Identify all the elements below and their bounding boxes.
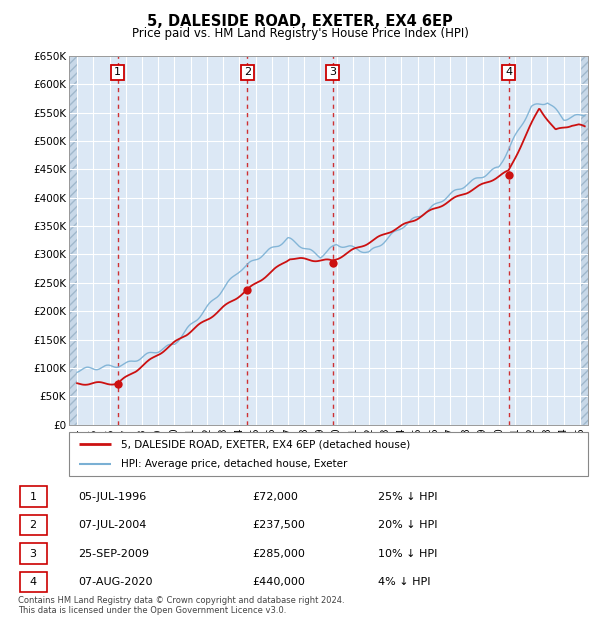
Text: 3: 3 (29, 549, 37, 559)
FancyBboxPatch shape (19, 515, 47, 536)
Text: 25-SEP-2009: 25-SEP-2009 (78, 549, 149, 559)
Text: HPI: Average price, detached house, Exeter: HPI: Average price, detached house, Exet… (121, 459, 347, 469)
Text: £440,000: £440,000 (252, 577, 305, 587)
Text: 07-JUL-2004: 07-JUL-2004 (78, 520, 146, 530)
Text: £237,500: £237,500 (252, 520, 305, 530)
Text: 4: 4 (505, 68, 512, 78)
Bar (580, 56, 588, 425)
Bar (69, 56, 77, 425)
Text: 3: 3 (329, 68, 336, 78)
Text: 2: 2 (29, 520, 37, 530)
Text: 4: 4 (29, 577, 37, 587)
Text: 2: 2 (244, 68, 251, 78)
Text: 25% ↓ HPI: 25% ↓ HPI (378, 492, 437, 502)
Text: £72,000: £72,000 (252, 492, 298, 502)
Text: 5, DALESIDE ROAD, EXETER, EX4 6EP (detached house): 5, DALESIDE ROAD, EXETER, EX4 6EP (detac… (121, 439, 410, 449)
Text: 07-AUG-2020: 07-AUG-2020 (78, 577, 152, 587)
Text: Contains HM Land Registry data © Crown copyright and database right 2024.
This d: Contains HM Land Registry data © Crown c… (18, 596, 344, 615)
FancyBboxPatch shape (19, 486, 47, 507)
FancyBboxPatch shape (19, 543, 47, 564)
Text: 20% ↓ HPI: 20% ↓ HPI (378, 520, 437, 530)
Text: 10% ↓ HPI: 10% ↓ HPI (378, 549, 437, 559)
Text: 1: 1 (114, 68, 121, 78)
Text: Price paid vs. HM Land Registry's House Price Index (HPI): Price paid vs. HM Land Registry's House … (131, 27, 469, 40)
FancyBboxPatch shape (19, 572, 47, 593)
Text: 5, DALESIDE ROAD, EXETER, EX4 6EP: 5, DALESIDE ROAD, EXETER, EX4 6EP (147, 14, 453, 29)
FancyBboxPatch shape (69, 432, 588, 476)
Text: 05-JUL-1996: 05-JUL-1996 (78, 492, 146, 502)
Text: 4% ↓ HPI: 4% ↓ HPI (378, 577, 431, 587)
Text: 1: 1 (29, 492, 37, 502)
Text: £285,000: £285,000 (252, 549, 305, 559)
